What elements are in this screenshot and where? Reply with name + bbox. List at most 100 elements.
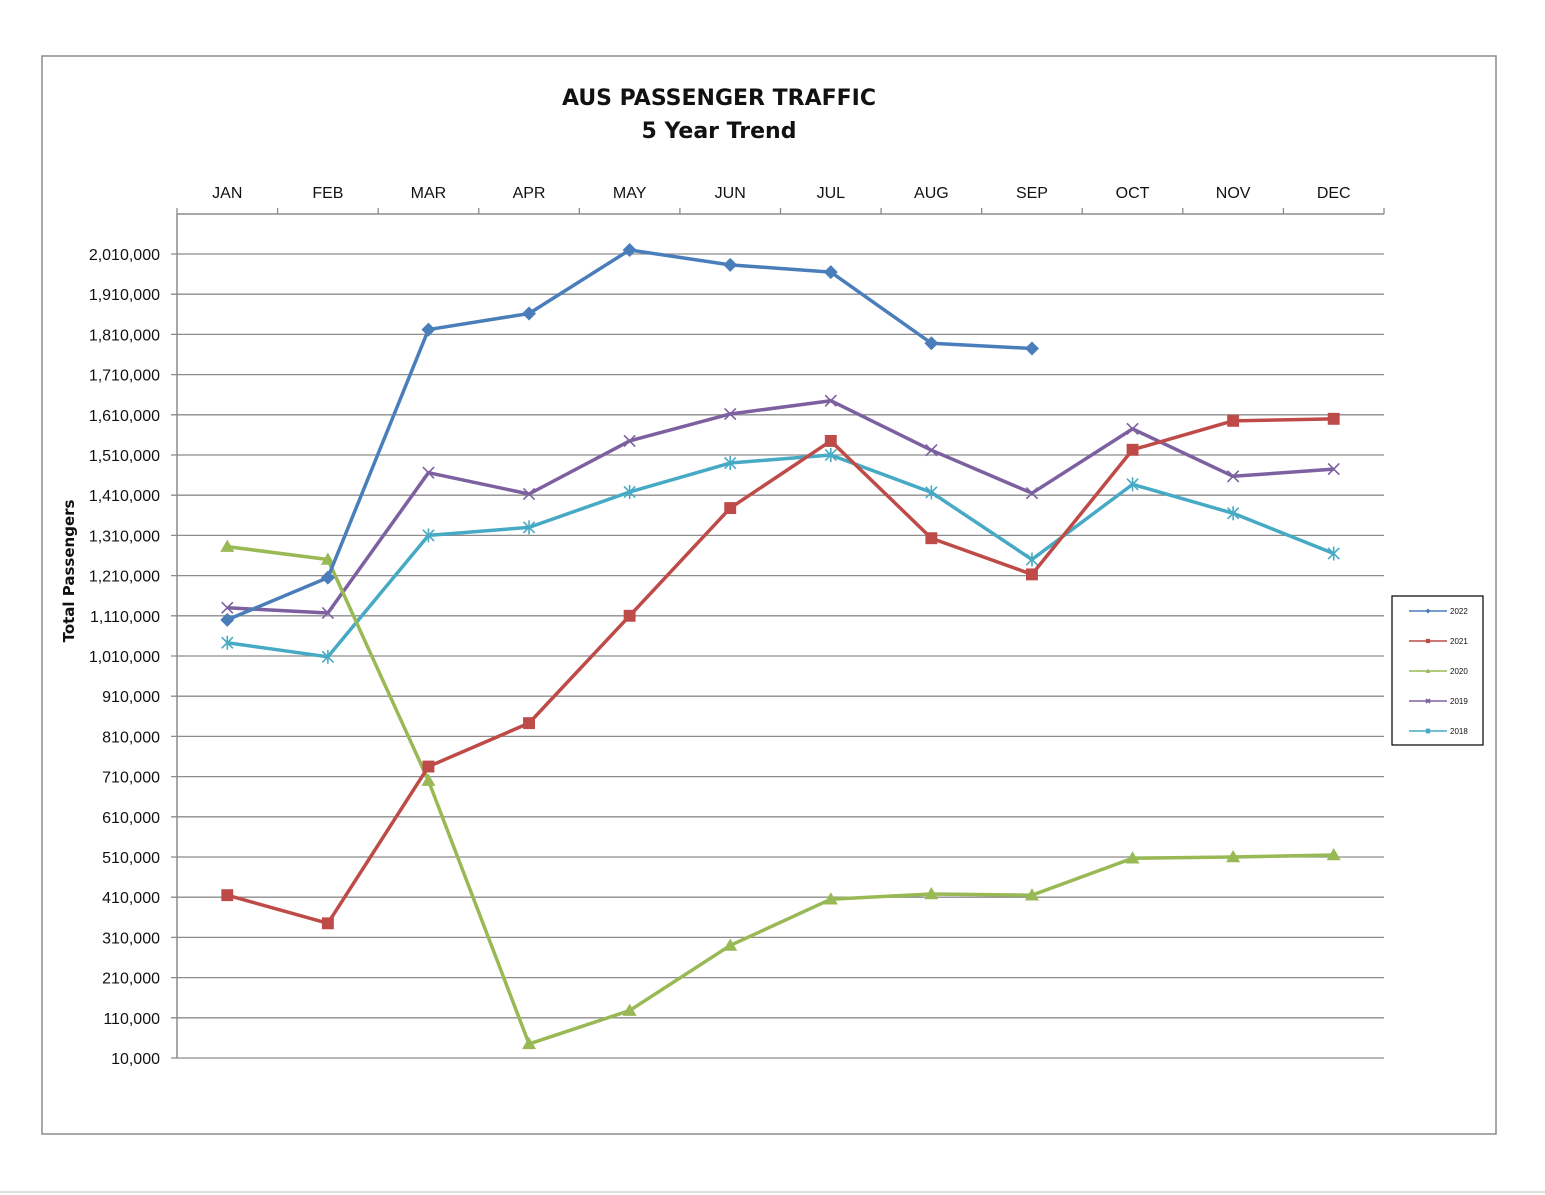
data-point-2020 <box>1326 847 1341 861</box>
series-2018 <box>221 448 1340 664</box>
y-tick-label: 310,000 <box>102 930 160 947</box>
x-tick-label: NOV <box>1216 185 1251 202</box>
data-point-2021 <box>1227 414 1240 427</box>
series-2022 <box>220 242 1039 627</box>
legend-label: 2018 <box>1450 727 1468 736</box>
series-2021 <box>221 412 1340 930</box>
y-tick-label: 410,000 <box>102 890 160 907</box>
data-point-2019 <box>1226 470 1240 483</box>
data-point-2018 <box>522 520 536 535</box>
legend-item-2018: 2018 <box>1409 727 1468 736</box>
data-point-2022 <box>522 306 537 321</box>
y-tick-label: 1,410,000 <box>89 488 160 505</box>
data-point-2018 <box>1126 477 1139 492</box>
data-point-2022 <box>723 257 738 272</box>
legend-label: 2022 <box>1450 607 1468 616</box>
data-point-2019 <box>824 394 837 407</box>
data-point-2018 <box>824 448 837 462</box>
x-tick-label: MAY <box>613 185 647 202</box>
data-point-2022 <box>1024 341 1039 356</box>
y-tick-label: 1,810,000 <box>89 327 160 344</box>
x-tick-label: MAR <box>411 185 447 202</box>
data-point-2019 <box>422 466 435 479</box>
chart-title: AUS PASSENGER TRAFFIC <box>562 86 876 111</box>
data-point-2021 <box>221 889 234 902</box>
gridlines <box>171 253 1384 1059</box>
series-group <box>220 242 1341 1050</box>
series-line-2018 <box>227 453 1335 659</box>
data-point-2018 <box>724 456 737 471</box>
x-tick-label: APR <box>513 185 546 202</box>
legend-label: 2020 <box>1450 667 1468 676</box>
legend-label: 2021 <box>1450 637 1468 646</box>
data-point-2021 <box>724 502 737 515</box>
data-point-2021 <box>1126 443 1139 456</box>
chart-subtitle: 5 Year Trend <box>642 119 797 144</box>
data-point-2022 <box>924 336 939 351</box>
x-tick-label: OCT <box>1116 185 1150 202</box>
data-point-2020 <box>924 886 939 900</box>
data-point-2020 <box>1226 850 1241 863</box>
series-line-2019 <box>227 398 1334 615</box>
y-tick-labels: 10,000 110,000 210,000 310,000 410,000 510,00… <box>89 247 160 1068</box>
data-point-2021 <box>523 717 535 730</box>
series-line-2020 <box>227 544 1334 1046</box>
y-tick-label: 1,310,000 <box>89 528 160 545</box>
legend-marker-2019 <box>1425 698 1431 704</box>
data-point-2019 <box>1126 422 1139 436</box>
x-tick-label: JUL <box>817 185 846 202</box>
y-tick-label: 1,710,000 <box>89 368 160 385</box>
data-point-2018 <box>321 649 335 664</box>
data-point-2020 <box>823 892 838 905</box>
data-point-2018 <box>221 635 234 650</box>
series-line-2021 <box>226 417 1334 926</box>
data-point-2018 <box>422 528 435 543</box>
legend-marker-2021 <box>1425 638 1431 644</box>
y-tick-label: 1,110,000 <box>90 609 160 626</box>
x-tick-labels: JAN FEB MAR APR MAY JUN JUL AUG SEP OCT NOV DEC <box>212 185 1350 202</box>
data-point-2019 <box>623 434 636 448</box>
y-tick-label: 810,000 <box>102 729 160 746</box>
y-tick-label: 1,210,000 <box>89 569 160 586</box>
data-point-2022 <box>220 612 235 627</box>
data-point-2019 <box>724 407 737 421</box>
series-2020 <box>220 539 1341 1050</box>
data-point-2020 <box>421 773 436 786</box>
y-tick-label: 910,000 <box>102 689 160 706</box>
y-tick-label: 210,000 <box>102 971 160 988</box>
legend-item-2022: 2022 <box>1409 607 1468 616</box>
data-point-2020 <box>622 1003 637 1016</box>
data-point-2019 <box>321 606 335 620</box>
data-point-2020 <box>1024 888 1039 901</box>
data-point-2019 <box>925 444 938 457</box>
y-tick-label: 1,610,000 <box>89 408 160 425</box>
data-point-2021 <box>321 917 334 930</box>
data-point-2021 <box>824 434 837 447</box>
y-tick-label: 2,010,000 <box>89 247 160 264</box>
data-point-2019 <box>1025 487 1039 500</box>
data-point-2020 <box>220 539 235 552</box>
y-tick-label: 710,000 <box>102 770 160 787</box>
data-point-2018 <box>1226 506 1240 521</box>
y-tick-label: 1,510,000 <box>89 448 160 465</box>
y-tick-label: 110,000 <box>103 1011 160 1028</box>
data-point-2022 <box>622 242 637 257</box>
legend-item-2021: 2021 <box>1409 637 1468 646</box>
y-tick-label: 10,000 <box>111 1051 160 1068</box>
legend-item-2019: 2019 <box>1409 697 1468 706</box>
data-point-2022 <box>823 265 838 280</box>
legend-marker-2020 <box>1425 668 1431 673</box>
legend: 2022 2021 2020 2019 2018 <box>1391 595 1484 746</box>
x-tick-label: JUN <box>715 185 746 202</box>
data-point-2020 <box>522 1036 537 1050</box>
y-tick-label: 1,910,000 <box>89 287 160 304</box>
y-tick-label: 510,000 <box>102 850 160 867</box>
data-point-2020 <box>723 938 738 951</box>
data-point-2020 <box>1125 851 1140 864</box>
data-point-2021 <box>1327 412 1340 425</box>
y-tick-label: 1,010,000 <box>89 649 160 666</box>
data-point-2018 <box>1327 546 1340 561</box>
data-point-2021 <box>925 532 938 545</box>
x-tick-label: AUG <box>914 185 949 202</box>
